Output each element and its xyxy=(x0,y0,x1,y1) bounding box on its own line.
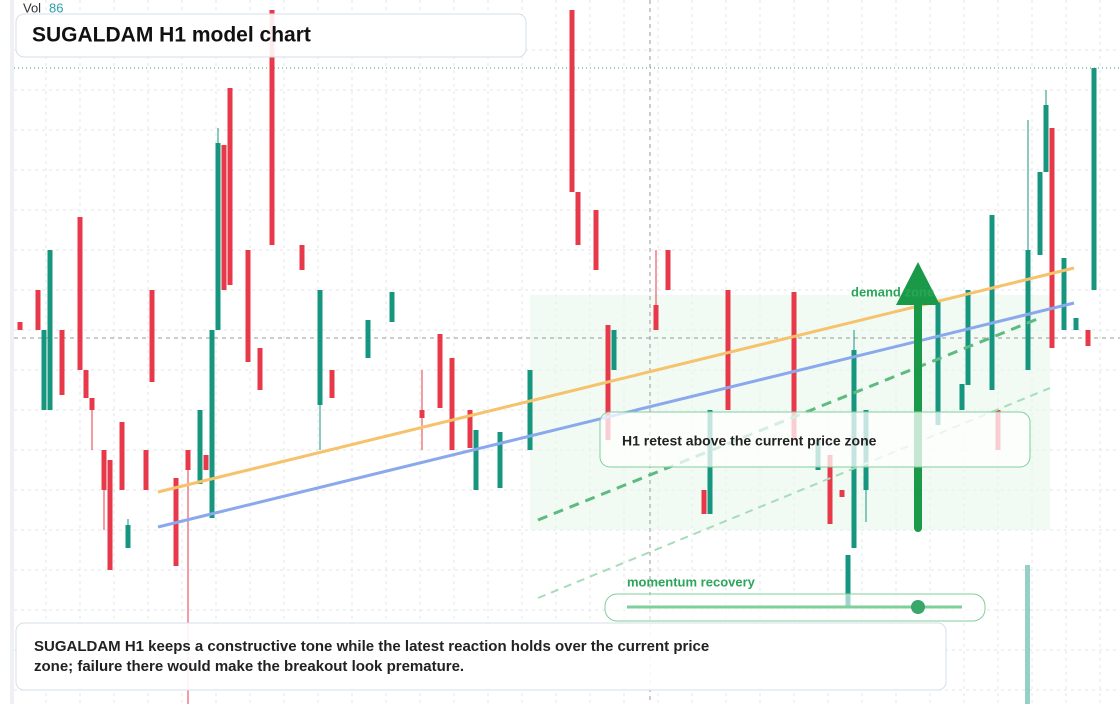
candle-body xyxy=(935,300,941,425)
candle-body xyxy=(1073,318,1079,330)
candle-body xyxy=(1049,128,1055,348)
candle-body xyxy=(827,455,833,524)
candle-body xyxy=(389,292,395,322)
candle-body xyxy=(1085,330,1091,346)
candle-body xyxy=(1025,250,1031,370)
title-box xyxy=(15,13,527,58)
channel-line xyxy=(537,316,1041,522)
slider-knob xyxy=(911,600,925,614)
candle-body xyxy=(245,250,251,362)
left-edge xyxy=(10,0,14,704)
candle-body xyxy=(365,320,371,358)
candle-body xyxy=(989,215,995,390)
candle-body xyxy=(209,330,215,518)
candle-body xyxy=(59,330,65,395)
candle-body xyxy=(791,292,797,440)
candle-body xyxy=(185,450,191,470)
candle-body xyxy=(653,305,659,330)
callout-box xyxy=(599,411,1031,468)
candle-body xyxy=(1061,258,1067,330)
candle-body xyxy=(1037,172,1043,255)
note-wrap: SUGALDAM H1 keeps a constructive tone wh… xyxy=(34,638,710,675)
candle-body xyxy=(959,384,965,410)
candle-body xyxy=(575,192,581,245)
candle-body xyxy=(17,322,23,330)
candle-body xyxy=(299,245,305,270)
note-box xyxy=(15,622,947,691)
candle-body xyxy=(845,555,851,607)
candle-body xyxy=(119,422,125,490)
candle-body xyxy=(143,450,149,490)
candle-body xyxy=(125,525,131,548)
candle-body xyxy=(269,10,275,245)
candle-body xyxy=(35,290,41,330)
zone-label: demand zone xyxy=(851,284,934,299)
candle-body xyxy=(593,210,599,270)
candle-body xyxy=(1043,105,1049,172)
volume-label: Vol xyxy=(23,0,41,15)
candle-body xyxy=(257,348,263,390)
candle-body xyxy=(197,410,203,484)
candle-body xyxy=(47,250,53,410)
candle-body xyxy=(725,290,731,410)
candle-body xyxy=(467,410,473,448)
candle-body xyxy=(89,398,95,410)
candles xyxy=(17,10,1097,704)
candle-body xyxy=(665,250,671,290)
candle-body xyxy=(839,490,845,497)
candle-body xyxy=(473,430,479,490)
candle-body xyxy=(569,10,575,192)
note-text: SUGALDAM H1 keeps a constructive tone wh… xyxy=(34,638,710,675)
candle-body xyxy=(1091,68,1097,290)
volume-bar xyxy=(1025,565,1030,704)
candle-body xyxy=(419,410,425,418)
candle-body xyxy=(77,217,83,370)
candle-body xyxy=(497,432,503,488)
callout-text: H1 retest above the current price zone xyxy=(622,433,877,449)
candle-body xyxy=(227,88,233,285)
candle-body xyxy=(221,145,227,290)
candle-body xyxy=(215,143,221,330)
candle-body xyxy=(701,490,707,514)
candle-body xyxy=(965,290,971,385)
candle-body xyxy=(83,370,89,398)
candle-body xyxy=(41,330,47,410)
momentum-label: momentum recovery xyxy=(627,574,756,589)
candle-body xyxy=(107,460,113,570)
candle-body xyxy=(101,450,107,490)
candle-body xyxy=(611,330,617,370)
arrow-head xyxy=(896,262,940,305)
candle-body xyxy=(437,334,443,408)
candle-body xyxy=(149,290,155,382)
volume-value: 86 xyxy=(49,0,63,15)
candle-body xyxy=(203,455,209,470)
candle-body xyxy=(449,358,455,450)
candle-body xyxy=(329,370,335,398)
candle-body xyxy=(527,370,533,450)
chart-title: SUGALDAM H1 model chart xyxy=(32,24,311,47)
candle-body xyxy=(317,290,323,405)
